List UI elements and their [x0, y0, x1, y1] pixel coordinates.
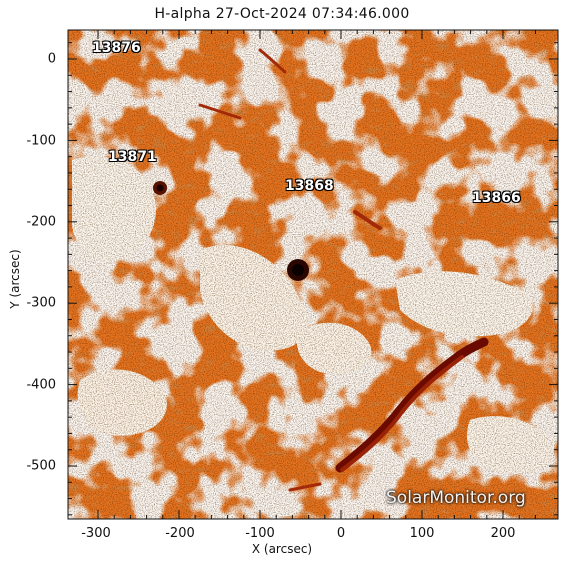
y-tick-label: -300 [26, 295, 56, 311]
y-tick-label: 0 [47, 51, 56, 67]
y-tick-label: -400 [26, 377, 56, 393]
filament [198, 103, 242, 120]
y-tick-label: -200 [26, 214, 56, 230]
y-axis-label: Y (arcsec) [8, 249, 22, 309]
filament [335, 337, 489, 473]
filament [340, 355, 464, 472]
active-region-label: 13876 [92, 40, 141, 56]
x-tick-label: -200 [165, 526, 195, 541]
x-axis-label: X (arcsec) [251, 542, 313, 556]
active-region-label: 13871 [108, 149, 157, 165]
y-tick-label: -100 [26, 133, 56, 149]
filament [288, 482, 322, 492]
x-tick-label: 100 [409, 526, 435, 541]
sunspot-umbra [292, 264, 304, 276]
watermark: SolarMonitor.org [386, 488, 526, 508]
filament [258, 48, 287, 74]
x-tick-label: -300 [81, 526, 111, 541]
solar-image-area [68, 30, 558, 519]
active-region-label: 13868 [285, 178, 334, 194]
plot-frame [67, 29, 559, 520]
speckle-texture [68, 30, 558, 519]
figure-title: H-alpha 27-Oct-2024 07:34:46.000 [154, 6, 410, 22]
sunspot-umbra [156, 184, 164, 192]
active-region-label: 13866 [472, 190, 521, 206]
filament [353, 210, 382, 230]
axis-tick-marks [68, 30, 558, 519]
x-tick-label: -100 [245, 526, 275, 541]
y-tick-label: -500 [26, 458, 56, 474]
x-tick-label: 0 [336, 526, 346, 541]
x-tick-label: 200 [490, 526, 516, 541]
